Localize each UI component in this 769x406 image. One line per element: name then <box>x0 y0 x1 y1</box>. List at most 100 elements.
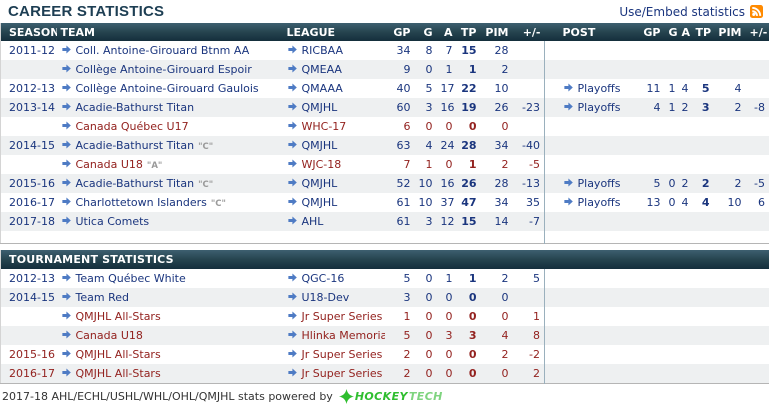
team-link[interactable]: QMJHL All-Stars <box>75 310 161 323</box>
league-cell: Hlinka Memorial <box>283 326 385 345</box>
post-g-cell: 0 <box>668 177 676 190</box>
team-link[interactable]: Acadie-Bathurst Titan <box>75 101 195 114</box>
arrow-icon <box>61 83 71 92</box>
plusminus-cell <box>513 288 545 307</box>
league-link[interactable]: AHL <box>301 215 324 228</box>
team-link[interactable]: Coll. Antoine-Girouard Btnm AA <box>75 44 250 57</box>
league-link[interactable]: RICBAA <box>301 44 343 57</box>
team-cell: Canada Québec U17 <box>57 117 283 136</box>
stats-row: 2016-17 Charlottetown Islanders "C" QMJHL 61… <box>1 193 769 212</box>
col-a: A <box>436 23 457 41</box>
playoffs-link[interactable]: Playoffs <box>577 177 621 190</box>
col-team: TEAM <box>56 23 283 41</box>
arrow-icon <box>61 178 71 187</box>
plusminus-cell: -7 <box>529 215 540 228</box>
league-link[interactable]: Jr Super Series <box>301 348 383 361</box>
captaincy-marker: "A" <box>146 161 163 171</box>
post-pim-cell <box>714 136 746 155</box>
post-cell: Playoffs <box>557 193 639 212</box>
league-link[interactable]: QMJHL <box>301 177 338 190</box>
a-cell: 0 <box>445 291 453 304</box>
post-a-cell <box>678 41 692 60</box>
post-g-cell: 0 <box>668 196 676 209</box>
post-gp-cell <box>639 307 665 326</box>
post-g-cell <box>665 345 678 364</box>
post-plusminus-cell <box>746 79 769 98</box>
pim-cell: 0 <box>501 367 509 380</box>
post-a-cell <box>678 155 692 174</box>
team-link[interactable]: Charlottetown Islanders <box>75 196 207 209</box>
post-tp-cell: 5 <box>701 82 710 95</box>
rss-icon[interactable] <box>750 5 763 18</box>
playoffs-link[interactable]: Playoffs <box>577 82 621 95</box>
league-link[interactable]: Hlinka Memorial <box>301 329 385 342</box>
team-link[interactable]: Canada Québec U17 <box>75 120 189 133</box>
col-league: LEAGUE <box>282 23 385 41</box>
stats-row: 2014-15 Team Red U18-Dev 3 0 0 0 0 <box>0 288 769 307</box>
spacer-cell <box>746 231 769 244</box>
page-header: CAREER STATISTICS Use/Embed statistics <box>0 0 769 23</box>
team-link[interactable]: Team Red <box>75 291 129 304</box>
post-a-cell <box>678 288 692 307</box>
hockeytech-star-icon <box>338 389 354 404</box>
post-cell <box>557 345 639 364</box>
team-link[interactable]: QMJHL All-Stars <box>75 367 161 380</box>
team-link[interactable]: Canada U18 <box>75 329 143 342</box>
league-link[interactable]: QGC-16 <box>301 272 345 285</box>
post-a-cell: 4 <box>681 196 689 209</box>
a-cell: 0 <box>445 158 453 171</box>
league-link[interactable]: QMJHL <box>301 139 338 152</box>
team-link[interactable]: Team Québec White <box>75 272 186 285</box>
spacer-cell <box>544 231 557 244</box>
tp-cell: 28 <box>461 139 477 152</box>
post-tp-cell <box>692 136 714 155</box>
gp-cell: 2 <box>403 367 411 380</box>
post-cell <box>557 117 639 136</box>
arrow-icon <box>287 349 297 358</box>
spacer-cell <box>1 231 57 244</box>
tp-cell: 3 <box>468 329 477 342</box>
season-cell <box>1 155 57 174</box>
league-link[interactable]: QMJHL <box>301 101 338 114</box>
col-pim: PIM <box>480 23 513 41</box>
playoffs-link[interactable]: Playoffs <box>577 101 621 114</box>
col-post-a: A <box>677 23 692 41</box>
pim-cell: 26 <box>494 101 509 114</box>
season-cell <box>1 117 57 136</box>
post-cell <box>557 269 639 288</box>
plusminus-cell <box>513 117 545 136</box>
separator-cell <box>544 269 557 288</box>
stats-row: 2012-13 Team Québec White QGC-16 5 0 1 1 2 5 <box>1 269 769 288</box>
pim-cell: 28 <box>494 177 509 190</box>
team-link[interactable]: Collège Antoine-Girouard Espoir <box>75 63 252 76</box>
league-link[interactable]: QMEAA <box>301 63 342 76</box>
separator-cell <box>544 117 557 136</box>
league-link[interactable]: QMJHL <box>301 196 338 209</box>
captaincy-marker: "C" <box>198 180 214 190</box>
tp-cell: 1 <box>468 158 477 171</box>
post-plusminus-cell <box>746 117 769 136</box>
league-link[interactable]: WHC-17 <box>301 120 347 133</box>
team-link[interactable]: QMJHL All-Stars <box>75 348 161 361</box>
team-link[interactable]: Collège Antoine-Girouard Gaulois <box>75 82 259 95</box>
league-link[interactable]: Jr Super Series <box>301 367 383 380</box>
post-pim-cell: 2 <box>734 101 742 114</box>
use-embed-statistics-link[interactable]: Use/Embed statistics <box>619 5 763 19</box>
stats-row: 2017-18 Utica Comets AHL 61 3 12 15 14 -7 <box>0 212 769 231</box>
hockeytech-logo[interactable]: Hockey Tech <box>338 389 443 404</box>
playoffs-link[interactable]: Playoffs <box>577 196 621 209</box>
league-link[interactable]: U18-Dev <box>301 291 350 304</box>
a-cell: 16 <box>440 101 455 114</box>
stats-row: 2016-17 QMJHL All-Stars Jr Super Series 2 0 0… <box>0 364 769 384</box>
team-cell: Team Red <box>57 288 283 307</box>
league-link[interactable]: WJC-18 <box>301 158 342 171</box>
g-cell: 1 <box>425 158 433 171</box>
league-link[interactable]: Jr Super Series <box>301 310 383 323</box>
team-link[interactable]: Acadie-Bathurst Titan <box>75 177 195 190</box>
team-link[interactable]: Acadie-Bathurst Titan <box>75 139 195 152</box>
col-separator <box>544 23 557 41</box>
league-link[interactable]: QMAAA <box>301 82 343 95</box>
post-plusminus-cell: 6 <box>758 196 765 209</box>
team-link[interactable]: Canada U18 <box>75 158 143 171</box>
team-link[interactable]: Utica Comets <box>75 215 150 228</box>
